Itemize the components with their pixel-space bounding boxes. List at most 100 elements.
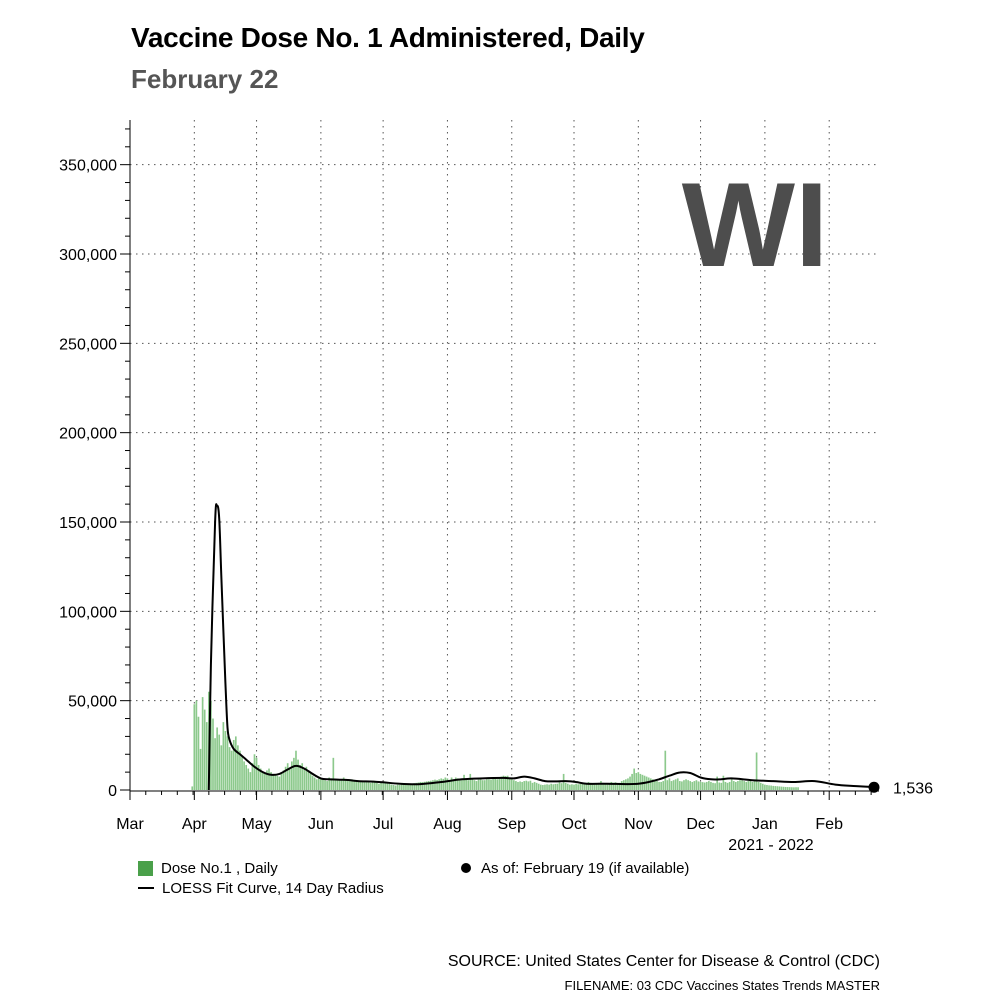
legend-swatch-curve: [138, 887, 154, 889]
bar: [195, 700, 198, 790]
bar: [425, 781, 428, 790]
bar: [527, 781, 530, 790]
bar: [571, 784, 573, 790]
bar: [531, 782, 534, 790]
bar: [291, 761, 293, 790]
bar: [728, 781, 731, 790]
bar: [434, 779, 436, 790]
bar: [502, 775, 505, 790]
bar: [301, 763, 304, 790]
bar: [247, 768, 250, 790]
bar: [490, 779, 492, 790]
bar: [564, 782, 567, 790]
bar: [199, 748, 202, 790]
bar: [710, 781, 712, 790]
bar: [689, 781, 692, 790]
bar: [309, 773, 312, 790]
bar: [703, 782, 706, 790]
x-tick-label: May: [241, 816, 271, 833]
bar: [380, 782, 382, 790]
bar: [647, 777, 650, 790]
bar: [427, 781, 430, 790]
bar: [683, 780, 685, 790]
bar: [774, 786, 777, 790]
bar: [649, 778, 652, 790]
bar: [288, 768, 291, 790]
bar: [394, 785, 397, 790]
bar: [670, 781, 673, 790]
bar: [438, 779, 440, 790]
bar: [322, 779, 324, 790]
bar: [344, 779, 347, 790]
bar: [257, 764, 260, 790]
bar: [722, 775, 725, 790]
grid-lines: [130, 120, 879, 790]
legend-item-curve: LOESS Fit Curve, 14 Day Radius: [138, 878, 384, 898]
bar: [788, 787, 791, 790]
legend-point: As of: February 19 (if available): [461, 858, 689, 878]
bar: [326, 781, 328, 790]
bar: [786, 787, 789, 790]
legend-swatch-bars: [138, 860, 153, 876]
bar: [417, 782, 420, 790]
bar: [685, 779, 687, 790]
bar: [772, 785, 775, 790]
bar: [241, 756, 243, 790]
bar: [726, 782, 729, 790]
bar: [546, 784, 548, 790]
bar: [448, 781, 451, 790]
bar: [332, 757, 335, 790]
bar: [336, 780, 339, 790]
x-tick-label: Mar: [116, 816, 144, 833]
bar: [776, 786, 779, 790]
bar: [662, 781, 665, 790]
bar: [552, 784, 555, 790]
bar: [280, 773, 283, 790]
bar: [311, 775, 314, 790]
bar: [542, 784, 544, 790]
bar: [297, 759, 299, 790]
bar: [259, 768, 262, 790]
y-tick-label: 150,000: [59, 515, 117, 532]
bar: [430, 780, 432, 790]
bar: [614, 782, 617, 790]
bar: [699, 781, 702, 790]
bar: [577, 784, 579, 790]
bar: [521, 781, 523, 790]
bar: [471, 779, 474, 790]
bar: [193, 704, 196, 790]
bar: [556, 783, 559, 790]
bar: [569, 784, 571, 790]
bar: [678, 781, 681, 790]
x-axis-label: 2021 - 2022: [728, 837, 814, 854]
bar: [486, 779, 488, 790]
state-label: WI: [682, 158, 829, 292]
bar: [423, 781, 426, 790]
legend: Dose No.1 , Daily LOESS Fit Curve, 14 Da…: [138, 858, 384, 898]
axes: [120, 120, 879, 800]
bar: [440, 778, 443, 790]
bar: [747, 781, 750, 790]
bar: [444, 777, 447, 790]
x-tick-label: Feb: [815, 816, 843, 833]
bar: [712, 782, 714, 790]
bar: [587, 781, 590, 790]
bar: [338, 779, 341, 790]
bar: [492, 778, 494, 790]
bar: [708, 781, 710, 790]
bar: [618, 782, 621, 790]
bar: [718, 782, 721, 790]
bar: [243, 761, 245, 790]
bar: [282, 770, 285, 790]
bar: [261, 772, 264, 790]
bar: [780, 786, 783, 790]
bar: [270, 772, 272, 790]
bar: [716, 776, 718, 790]
bar: [510, 779, 513, 790]
bar: [305, 766, 308, 790]
bar: [554, 783, 557, 790]
bar: [409, 783, 411, 790]
bar: [751, 781, 754, 790]
bar: [681, 781, 683, 790]
bar: [266, 770, 268, 790]
